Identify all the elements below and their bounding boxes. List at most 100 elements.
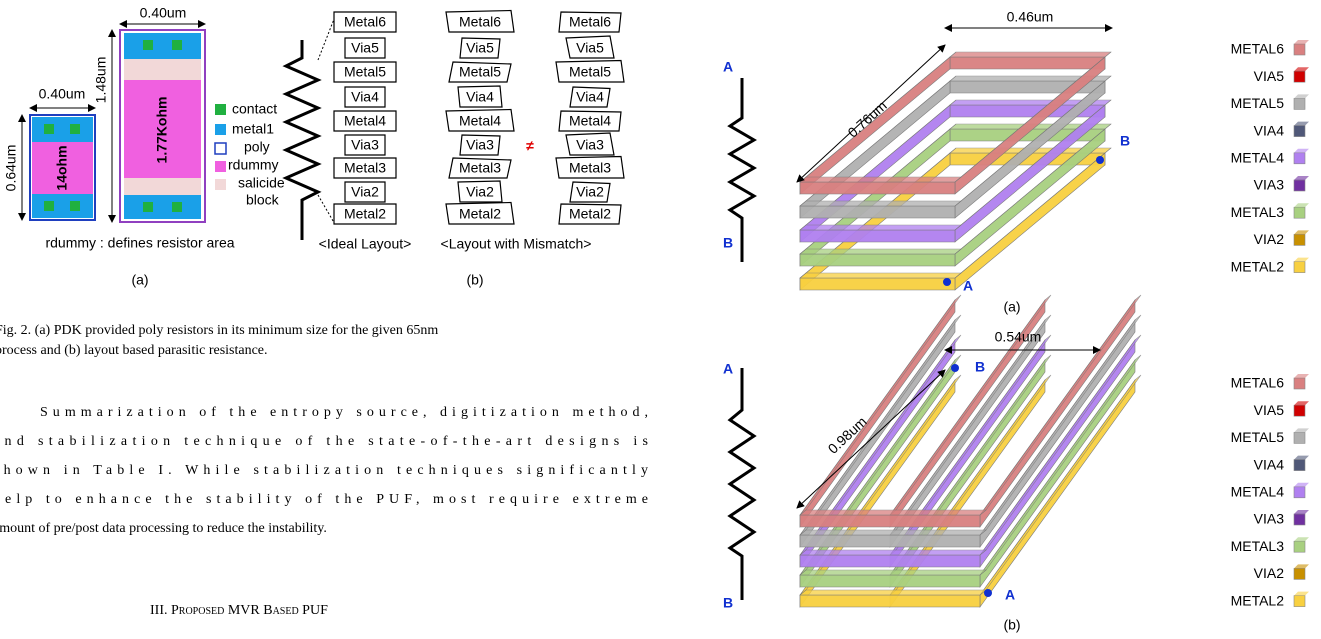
layer-label: Metal2 — [344, 206, 386, 222]
legend-cube — [1294, 432, 1305, 443]
legend-cube — [1294, 541, 1305, 552]
legend-cube — [1294, 405, 1305, 416]
dim-label: 0.40um — [39, 86, 86, 102]
metal-bar — [800, 575, 980, 587]
layer-label: Via3 — [351, 137, 379, 153]
dim-label: 0.54um — [995, 329, 1042, 345]
node-dot — [943, 278, 951, 286]
terminal: A — [963, 278, 973, 294]
metal-bar — [800, 230, 955, 242]
terminal: B — [723, 235, 733, 251]
layer-label: Via3 — [466, 137, 494, 153]
legend-label: METAL2 — [1231, 592, 1285, 608]
page: {"figure2":{"a":{"width_small":"0.40um",… — [0, 0, 1321, 639]
layer-label: Metal4 — [569, 113, 611, 129]
resistor-symbol — [730, 368, 754, 600]
legend-cube — [1294, 568, 1305, 579]
metal-bar-top — [800, 570, 986, 575]
legend-label: METAL5 — [1231, 95, 1285, 111]
legend-label: block — [246, 192, 280, 208]
dim-label: 0.40um — [140, 5, 187, 21]
metal-bar — [800, 515, 980, 527]
legend-label: VIA2 — [1254, 565, 1285, 581]
legend-cube — [1294, 596, 1305, 607]
node-dot — [1096, 156, 1104, 164]
legend-label: metal1 — [232, 121, 274, 137]
legend-cube — [1294, 98, 1305, 109]
legend-cube-top — [1294, 483, 1309, 487]
legend-label: rdummy — [228, 157, 279, 173]
legend-label: METAL6 — [1231, 375, 1285, 391]
value-label: 14ohm — [54, 145, 70, 190]
metal-bar-top — [800, 225, 961, 230]
layer-label: Metal3 — [459, 160, 501, 176]
legend-cube-top — [1294, 67, 1309, 71]
layer-label: Via5 — [576, 40, 604, 56]
legend-cube-top — [1294, 258, 1309, 262]
legend-label: VIA3 — [1254, 177, 1285, 193]
metal-bar-top — [800, 530, 986, 535]
legend-label: poly — [244, 139, 270, 155]
layer-label: Via2 — [576, 184, 604, 200]
guide — [318, 195, 336, 226]
layer-label: Metal3 — [569, 160, 611, 176]
layer-label: Metal5 — [344, 64, 386, 80]
legend-cube — [1294, 44, 1305, 55]
paragraph-line: Summarization of the entropy source, dig… — [40, 405, 648, 420]
layer-label: Via3 — [576, 137, 604, 153]
layer-label: Metal3 — [344, 160, 386, 176]
metal-bar-top — [800, 177, 961, 182]
legend-cube — [1294, 180, 1305, 191]
legend-label: salicide — [238, 175, 285, 191]
metal-bar — [800, 555, 980, 567]
layer-label: Via4 — [351, 89, 379, 105]
metal-bar — [800, 206, 955, 218]
subfigure-label: (a) — [1003, 299, 1020, 315]
subfigure-label: (b) — [1003, 617, 1020, 633]
section-heading: III. Proposed MVR Based PUF — [150, 603, 328, 618]
legend-label: METAL5 — [1231, 429, 1285, 445]
legend-cube-top — [1294, 592, 1309, 596]
caption-line: Fig. 2. (a) PDK provided poly resistors … — [0, 323, 438, 338]
legend-cube-top — [1294, 40, 1309, 44]
layer-label: Metal2 — [569, 206, 611, 222]
note: rdummy : defines resistor area — [45, 235, 234, 251]
legend-label: VIA2 — [1254, 231, 1285, 247]
terminal: A — [723, 361, 733, 377]
figure-canvas: 0.40um 0.64um 14ohm 0.40um 1.48um 1.77Ko… — [0, 0, 1321, 639]
layer-label: Metal6 — [569, 14, 611, 30]
metal-bar-top — [950, 52, 1111, 57]
legend-label: METAL2 — [1231, 258, 1285, 274]
column-caption: <Layout with Mismatch> — [441, 236, 592, 252]
layer-label: Via5 — [351, 40, 379, 56]
layer-label: Metal5 — [459, 64, 501, 80]
terminal: A — [723, 59, 733, 75]
layer-label: Metal6 — [459, 14, 501, 30]
legend-label: VIA3 — [1254, 511, 1285, 527]
metal-bar-top — [800, 590, 986, 595]
guide — [318, 14, 336, 60]
legend-label: METAL6 — [1231, 41, 1285, 57]
node-dot — [984, 589, 992, 597]
legend-cube-top — [1294, 564, 1309, 568]
legend-cube — [1294, 71, 1305, 82]
legend-cube — [1294, 378, 1305, 389]
legend-label: VIA4 — [1254, 456, 1285, 472]
legend-label: METAL4 — [1231, 150, 1285, 166]
legend-cube-top — [1294, 374, 1309, 378]
layer-label: Metal4 — [344, 113, 386, 129]
layer-label: Via5 — [466, 40, 494, 56]
metal-bar — [800, 278, 955, 290]
subfigure-label: (b) — [466, 272, 483, 288]
legend-cube-top — [1294, 510, 1309, 514]
legend-cube-top — [1294, 401, 1309, 405]
legend-cube-top — [1294, 149, 1309, 153]
dim-label: 0.64um — [3, 145, 19, 192]
resistor-symbol — [730, 78, 754, 262]
layer-label: Via2 — [466, 184, 494, 200]
subfigure-label: (a) — [131, 272, 148, 288]
not-equal: ≠ — [526, 138, 534, 154]
legend-cube — [1294, 460, 1305, 471]
layer-label: Via4 — [466, 89, 494, 105]
